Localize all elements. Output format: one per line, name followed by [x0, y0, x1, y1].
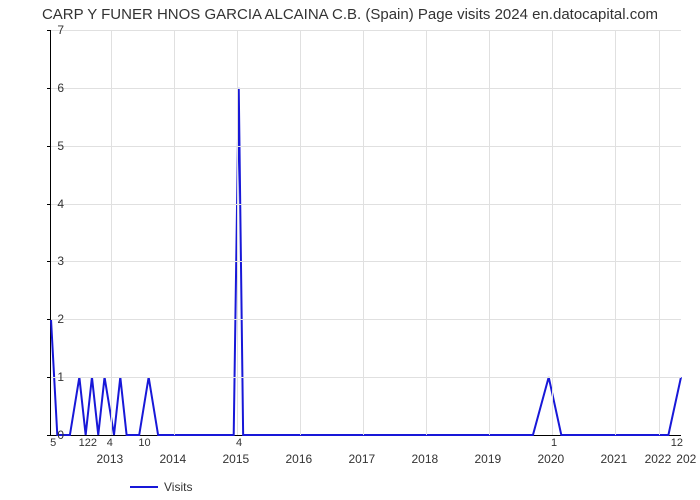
gridline-h — [51, 88, 681, 89]
xtick-year-label: 2017 — [348, 452, 375, 466]
gridline-h — [51, 377, 681, 378]
xtick-point-label: 1 — [551, 437, 557, 449]
legend: Visits — [130, 480, 192, 494]
gridline-h — [51, 204, 681, 205]
xtick-year-label: 2013 — [96, 452, 123, 466]
xtick-point-label: 12 — [671, 437, 683, 449]
line-plot — [51, 30, 681, 435]
ytick-label: 7 — [44, 23, 64, 37]
xtick-point-label: 5 — [50, 437, 56, 449]
ytick-label: 5 — [44, 139, 64, 153]
gridline-h — [51, 319, 681, 320]
xtick-point-label: 4 — [236, 437, 242, 449]
xtick-year-label: 2022 — [645, 452, 672, 466]
gridline-v — [615, 30, 616, 435]
gridline-h — [51, 261, 681, 262]
gridline-v — [300, 30, 301, 435]
xtick-year-label: 2019 — [474, 452, 501, 466]
xtick-year-label: 202 — [676, 452, 696, 466]
xtick-year-label: 2014 — [159, 452, 186, 466]
xtick-year-label: 2021 — [600, 452, 627, 466]
chart-container: CARP Y FUNER HNOS GARCIA ALCAINA C.B. (S… — [0, 0, 700, 500]
xtick-year-label: 2020 — [537, 452, 564, 466]
ytick-label: 3 — [44, 254, 64, 268]
legend-swatch — [130, 486, 158, 488]
gridline-v — [552, 30, 553, 435]
xtick-point-label: 4 — [107, 437, 113, 449]
gridline-v — [111, 30, 112, 435]
gridline-v — [363, 30, 364, 435]
xtick-point-label: 10 — [138, 437, 150, 449]
gridline-v — [659, 30, 660, 435]
ytick-label: 1 — [44, 370, 64, 384]
ytick-label: 6 — [44, 81, 64, 95]
gridline-v — [426, 30, 427, 435]
xtick-year-label: 2018 — [411, 452, 438, 466]
gridline-v — [237, 30, 238, 435]
xtick-point-label: 122 — [79, 437, 97, 449]
gridline-v — [489, 30, 490, 435]
ytick-label: 2 — [44, 312, 64, 326]
gridline-h — [51, 146, 681, 147]
gridline-h — [51, 30, 681, 31]
ytick-label: 4 — [44, 197, 64, 211]
chart-title: CARP Y FUNER HNOS GARCIA ALCAINA C.B. (S… — [0, 6, 700, 23]
legend-label: Visits — [164, 480, 192, 494]
plot-area — [50, 30, 681, 436]
xtick-year-label: 2016 — [285, 452, 312, 466]
gridline-v — [174, 30, 175, 435]
xtick-year-label: 2015 — [222, 452, 249, 466]
